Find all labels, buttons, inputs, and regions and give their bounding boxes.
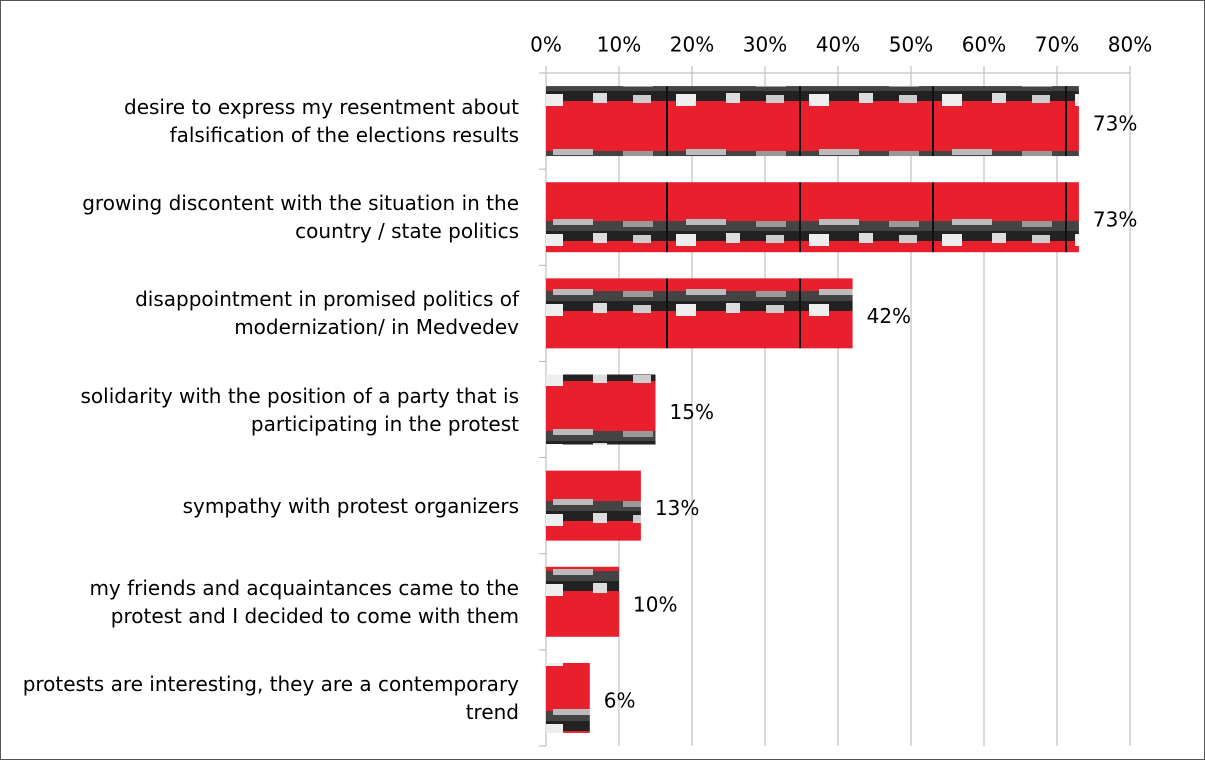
category-label: solidarity with the position of a party …	[80, 383, 520, 436]
x-tick-label: 10%	[597, 33, 641, 57]
bar	[546, 662, 590, 733]
category-label: desire to express my resentment about fa…	[124, 95, 519, 148]
value-label: 6%	[604, 688, 636, 712]
x-tick-label: 50%	[889, 33, 933, 57]
category-label: my friends and acquaintances came to the…	[89, 575, 519, 628]
x-tick-label: 20%	[670, 33, 714, 57]
category-label: growing discontent with the situation in…	[82, 191, 519, 244]
value-label: 73%	[1093, 208, 1137, 232]
value-label: 42%	[867, 304, 911, 328]
bar	[546, 278, 853, 349]
bar	[546, 566, 619, 637]
x-tick-label: 70%	[1035, 33, 1079, 57]
x-tick-label: 40%	[816, 33, 860, 57]
x-tick-label: 80%	[1108, 33, 1152, 57]
value-label: 15%	[670, 400, 714, 424]
x-tick-label: 60%	[962, 33, 1006, 57]
bar	[546, 182, 1079, 253]
bar	[546, 374, 656, 445]
bar	[546, 86, 1079, 157]
bar	[546, 470, 641, 541]
value-label: 13%	[655, 496, 699, 520]
category-label: protests are interesting, they are a con…	[22, 671, 519, 724]
category-label: sympathy with protest organizers	[182, 493, 519, 518]
x-tick-label: 30%	[743, 33, 787, 57]
value-label: 10%	[633, 592, 677, 616]
x-tick-label: 0%	[530, 33, 562, 57]
value-label: 73%	[1093, 112, 1137, 136]
category-label: disappointment in promised politics of m…	[135, 287, 519, 340]
